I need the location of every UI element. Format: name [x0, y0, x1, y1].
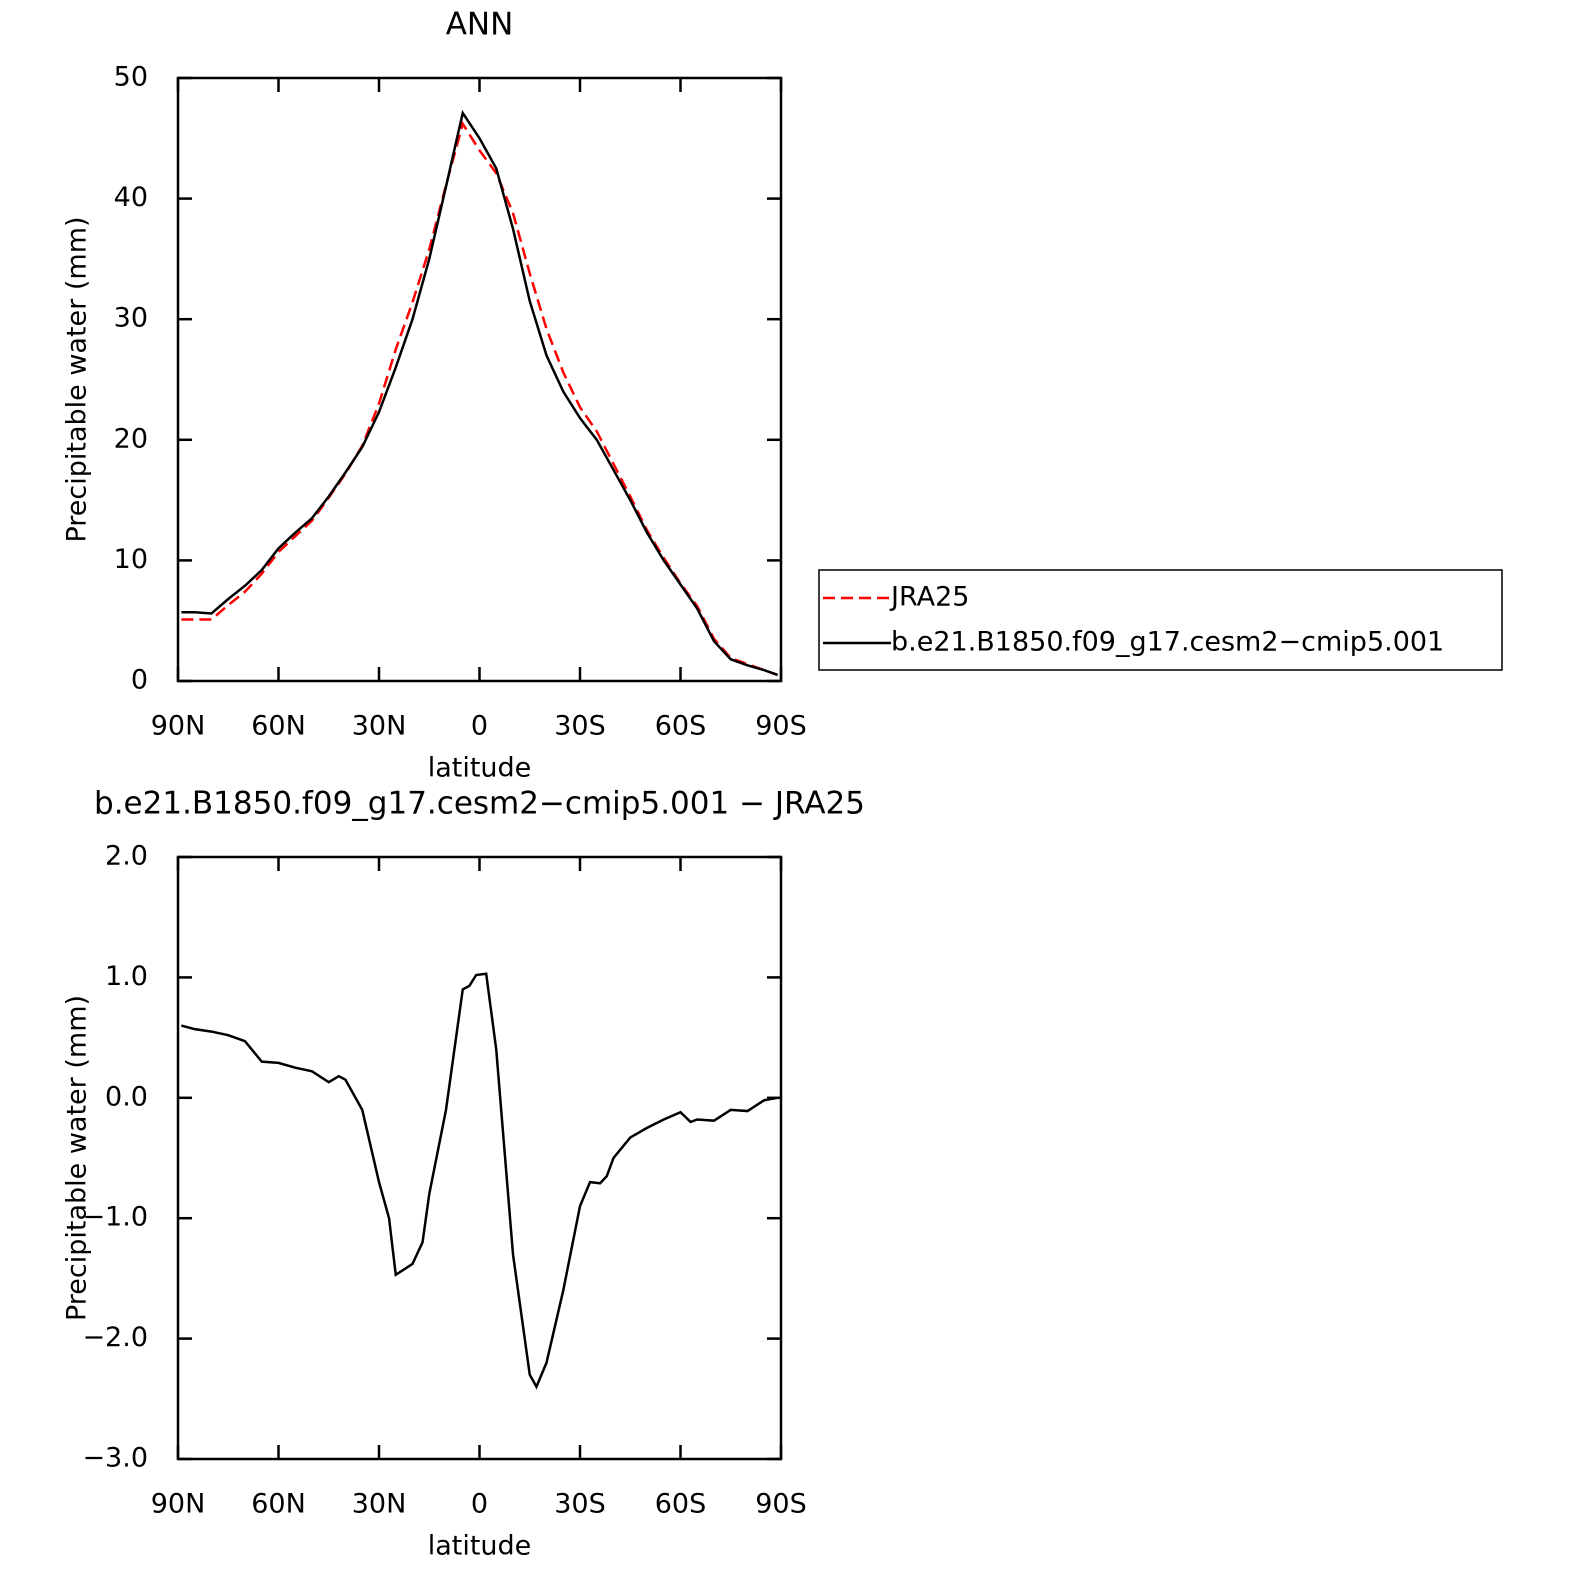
legend-label: JRA25 [889, 582, 969, 613]
chart-title: b.e21.B1850.f09_g17.cesm2−cmip5.001 − JR… [94, 786, 865, 822]
x-tick-label: 30S [554, 1489, 606, 1520]
y-tick-label: −3.0 [82, 1443, 148, 1474]
x-tick-label: 60N [251, 711, 306, 742]
data-line [181, 109, 779, 677]
x-tick-label: 60S [655, 1489, 707, 1520]
y-tick-label: 40 [114, 182, 148, 213]
legend-label: b.e21.B1850.f09_g17.cesm2−cmip5.001 [891, 627, 1444, 658]
x-tick-label: 60N [251, 1489, 306, 1520]
plot-frame [176, 76, 783, 683]
x-tick-label: 30N [352, 1489, 407, 1520]
x-tick-label: 30N [352, 711, 407, 742]
x-axis-label: latitude [428, 1531, 532, 1562]
y-tick-label: −1.0 [82, 1202, 148, 1233]
y-tick-label: 10 [114, 544, 148, 575]
y-tick-label: 1.0 [105, 961, 148, 992]
x-tick-label: 90S [755, 711, 807, 742]
chart-title: ANN [446, 7, 514, 43]
x-tick-label: 0 [471, 711, 488, 742]
x-tick-label: 30S [554, 711, 606, 742]
y-tick-label: −2.0 [82, 1322, 148, 1353]
x-tick-label: 60S [655, 711, 707, 742]
y-tick-label: 30 [114, 303, 148, 334]
y-axis-label: Precipitable water (mm) [62, 995, 93, 1321]
y-tick-label: 2.0 [105, 841, 148, 872]
x-tick-label: 90S [755, 1489, 807, 1520]
y-tick-label: 0.0 [105, 1081, 148, 1112]
x-axis-label: latitude [428, 753, 532, 784]
x-tick-label: 0 [471, 1489, 488, 1520]
y-axis-label: Precipitable water (mm) [62, 216, 93, 542]
plot-frame [176, 855, 783, 1461]
legend-box [818, 569, 1503, 671]
x-tick-label: 90N [151, 711, 206, 742]
y-tick-label: 0 [131, 665, 148, 696]
x-tick-label: 90N [151, 1489, 206, 1520]
y-tick-label: 50 [114, 62, 148, 93]
y-tick-label: 20 [114, 423, 148, 454]
data-line [181, 120, 779, 677]
data-line [181, 972, 778, 1390]
